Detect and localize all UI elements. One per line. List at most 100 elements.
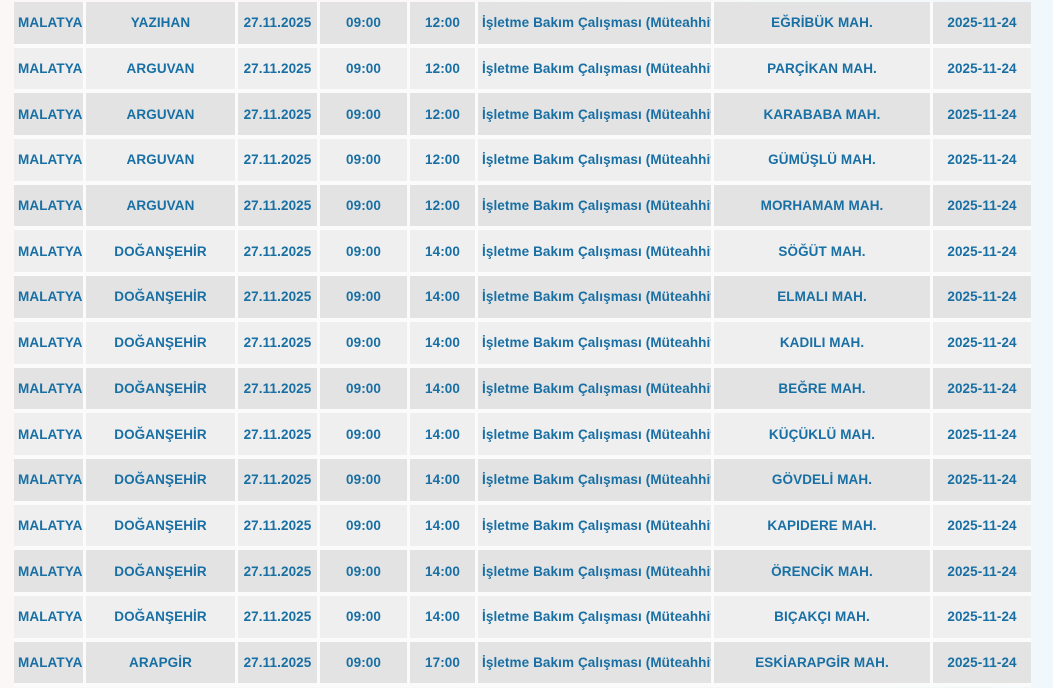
cell-end-time: 12:00 [410,93,478,140]
cell-announce-date: 2025-11-24 [933,276,1031,322]
cell-district: DOĞANŞEHİR [86,321,238,368]
cell-start-time: 09:00 [320,550,410,596]
table-row: MALATYA DOĞANŞEHİR 27.11.2025 09:00 14:0… [14,230,1031,277]
cell-end-time: 14:00 [410,595,478,642]
cell-start-time: 09:00 [320,321,410,368]
cell-province: MALATYA [14,321,86,368]
cell-date: 27.11.2025 [238,504,320,551]
cell-start-time: 09:00 [320,367,410,414]
cell-date: 27.11.2025 [238,184,320,231]
cell-announce-date: 2025-11-24 [933,504,1031,551]
cell-neighborhood: ELMALI MAH. [714,276,933,322]
table-row: MALATYA DOĞANŞEHİR 27.11.2025 09:00 14:0… [14,367,1031,414]
cell-start-time: 09:00 [320,458,410,505]
cell-date: 27.11.2025 [238,139,320,185]
table-row: MALATYA ARAPGİR 27.11.2025 09:00 17:00 İ… [14,641,1031,688]
cell-description: İşletme Bakım Çalışması (Müteahhit) [478,413,714,459]
cell-date: 27.11.2025 [238,458,320,505]
cell-start-time: 09:00 [320,595,410,642]
cell-district: DOĞANŞEHİR [86,595,238,642]
table-row: MALATYA DOĞANŞEHİR 27.11.2025 09:00 14:0… [14,595,1031,642]
cell-description: İşletme Bakım Çalışması (Müteahhit) [478,93,714,140]
cell-start-time: 09:00 [320,230,410,277]
cell-end-time: 14:00 [410,321,478,368]
cell-announce-date: 2025-11-24 [933,550,1031,596]
cell-neighborhood: GÜMÜŞLÜ MAH. [714,139,933,185]
cell-description: İşletme Bakım Çalışması (Müteahhit) [478,139,714,185]
cell-announce-date: 2025-11-24 [933,2,1031,48]
cell-province: MALATYA [14,367,86,414]
table-row: MALATYA ARGUVAN 27.11.2025 09:00 12:00 İ… [14,139,1031,185]
cell-neighborhood: KARABABA MAH. [714,93,933,140]
cell-description: İşletme Bakım Çalışması (Müteahhit) [478,321,714,368]
cell-province: MALATYA [14,184,86,231]
cell-announce-date: 2025-11-24 [933,321,1031,368]
table-row: MALATYA YAZIHAN 27.11.2025 09:00 12:00 İ… [14,2,1031,48]
cell-district: ARGUVAN [86,47,238,94]
cell-province: MALATYA [14,47,86,94]
cell-end-time: 12:00 [410,184,478,231]
cell-start-time: 09:00 [320,276,410,322]
cell-date: 27.11.2025 [238,276,320,322]
cell-end-time: 17:00 [410,641,478,688]
cell-province: MALATYA [14,93,86,140]
cell-description: İşletme Bakım Çalışması (Müteahhit) [478,641,714,688]
cell-description: İşletme Bakım Çalışması (Müteahhit) [478,2,714,48]
cell-date: 27.11.2025 [238,367,320,414]
cell-province: MALATYA [14,413,86,459]
cell-neighborhood: GÖVDELİ MAH. [714,458,933,505]
cell-neighborhood: ESKİARAPGİR MAH. [714,641,933,688]
cell-start-time: 09:00 [320,139,410,185]
cell-announce-date: 2025-11-24 [933,367,1031,414]
cell-announce-date: 2025-11-24 [933,47,1031,94]
cell-date: 27.11.2025 [238,2,320,48]
cell-end-time: 14:00 [410,413,478,459]
table-row: MALATYA ARGUVAN 27.11.2025 09:00 12:00 İ… [14,184,1031,231]
cell-district: DOĞANŞEHİR [86,458,238,505]
table-row: MALATYA ARGUVAN 27.11.2025 09:00 12:00 İ… [14,47,1031,94]
cell-province: MALATYA [14,641,86,688]
cell-district: ARAPGİR [86,641,238,688]
cell-province: MALATYA [14,504,86,551]
cell-announce-date: 2025-11-24 [933,458,1031,505]
cell-description: İşletme Bakım Çalışması (Müteahhit) [478,184,714,231]
table-row: MALATYA DOĞANŞEHİR 27.11.2025 09:00 14:0… [14,504,1031,551]
cell-end-time: 12:00 [410,47,478,94]
cell-province: MALATYA [14,595,86,642]
cell-district: ARGUVAN [86,139,238,185]
cell-description: İşletme Bakım Çalışması (Müteahhit) [478,47,714,94]
cell-date: 27.11.2025 [238,413,320,459]
cell-date: 27.11.2025 [238,230,320,277]
cell-date: 27.11.2025 [238,47,320,94]
cell-end-time: 14:00 [410,230,478,277]
cell-announce-date: 2025-11-24 [933,184,1031,231]
cell-description: İşletme Bakım Çalışması (Müteahhit) [478,367,714,414]
cell-neighborhood: MORHAMAM MAH. [714,184,933,231]
cell-neighborhood: KADILI MAH. [714,321,933,368]
cell-date: 27.11.2025 [238,641,320,688]
cell-neighborhood: EĞRİBÜK MAH. [714,2,933,48]
cell-district: DOĞANŞEHİR [86,504,238,551]
cell-district: DOĞANŞEHİR [86,276,238,322]
cell-district: YAZIHAN [86,2,238,48]
table-row: MALATYA DOĞANŞEHİR 27.11.2025 09:00 14:0… [14,276,1031,322]
cell-province: MALATYA [14,550,86,596]
cell-description: İşletme Bakım Çalışması (Müteahhit) [478,504,714,551]
table-row: MALATYA DOĞANŞEHİR 27.11.2025 09:00 14:0… [14,321,1031,368]
cell-province: MALATYA [14,139,86,185]
cell-district: ARGUVAN [86,93,238,140]
cell-start-time: 09:00 [320,93,410,140]
cell-neighborhood: ÖRENCİK MAH. [714,550,933,596]
cell-district: DOĞANŞEHİR [86,550,238,596]
cell-date: 27.11.2025 [238,595,320,642]
cell-date: 27.11.2025 [238,550,320,596]
table-row: MALATYA DOĞANŞEHİR 27.11.2025 09:00 14:0… [14,413,1031,459]
cell-end-time: 12:00 [410,2,478,48]
cell-neighborhood: PARÇİKAN MAH. [714,47,933,94]
cell-start-time: 09:00 [320,413,410,459]
cell-end-time: 12:00 [410,139,478,185]
cell-description: İşletme Bakım Çalışması (Müteahhit) [478,276,714,322]
cell-end-time: 14:00 [410,550,478,596]
cell-province: MALATYA [14,458,86,505]
cell-start-time: 09:00 [320,2,410,48]
